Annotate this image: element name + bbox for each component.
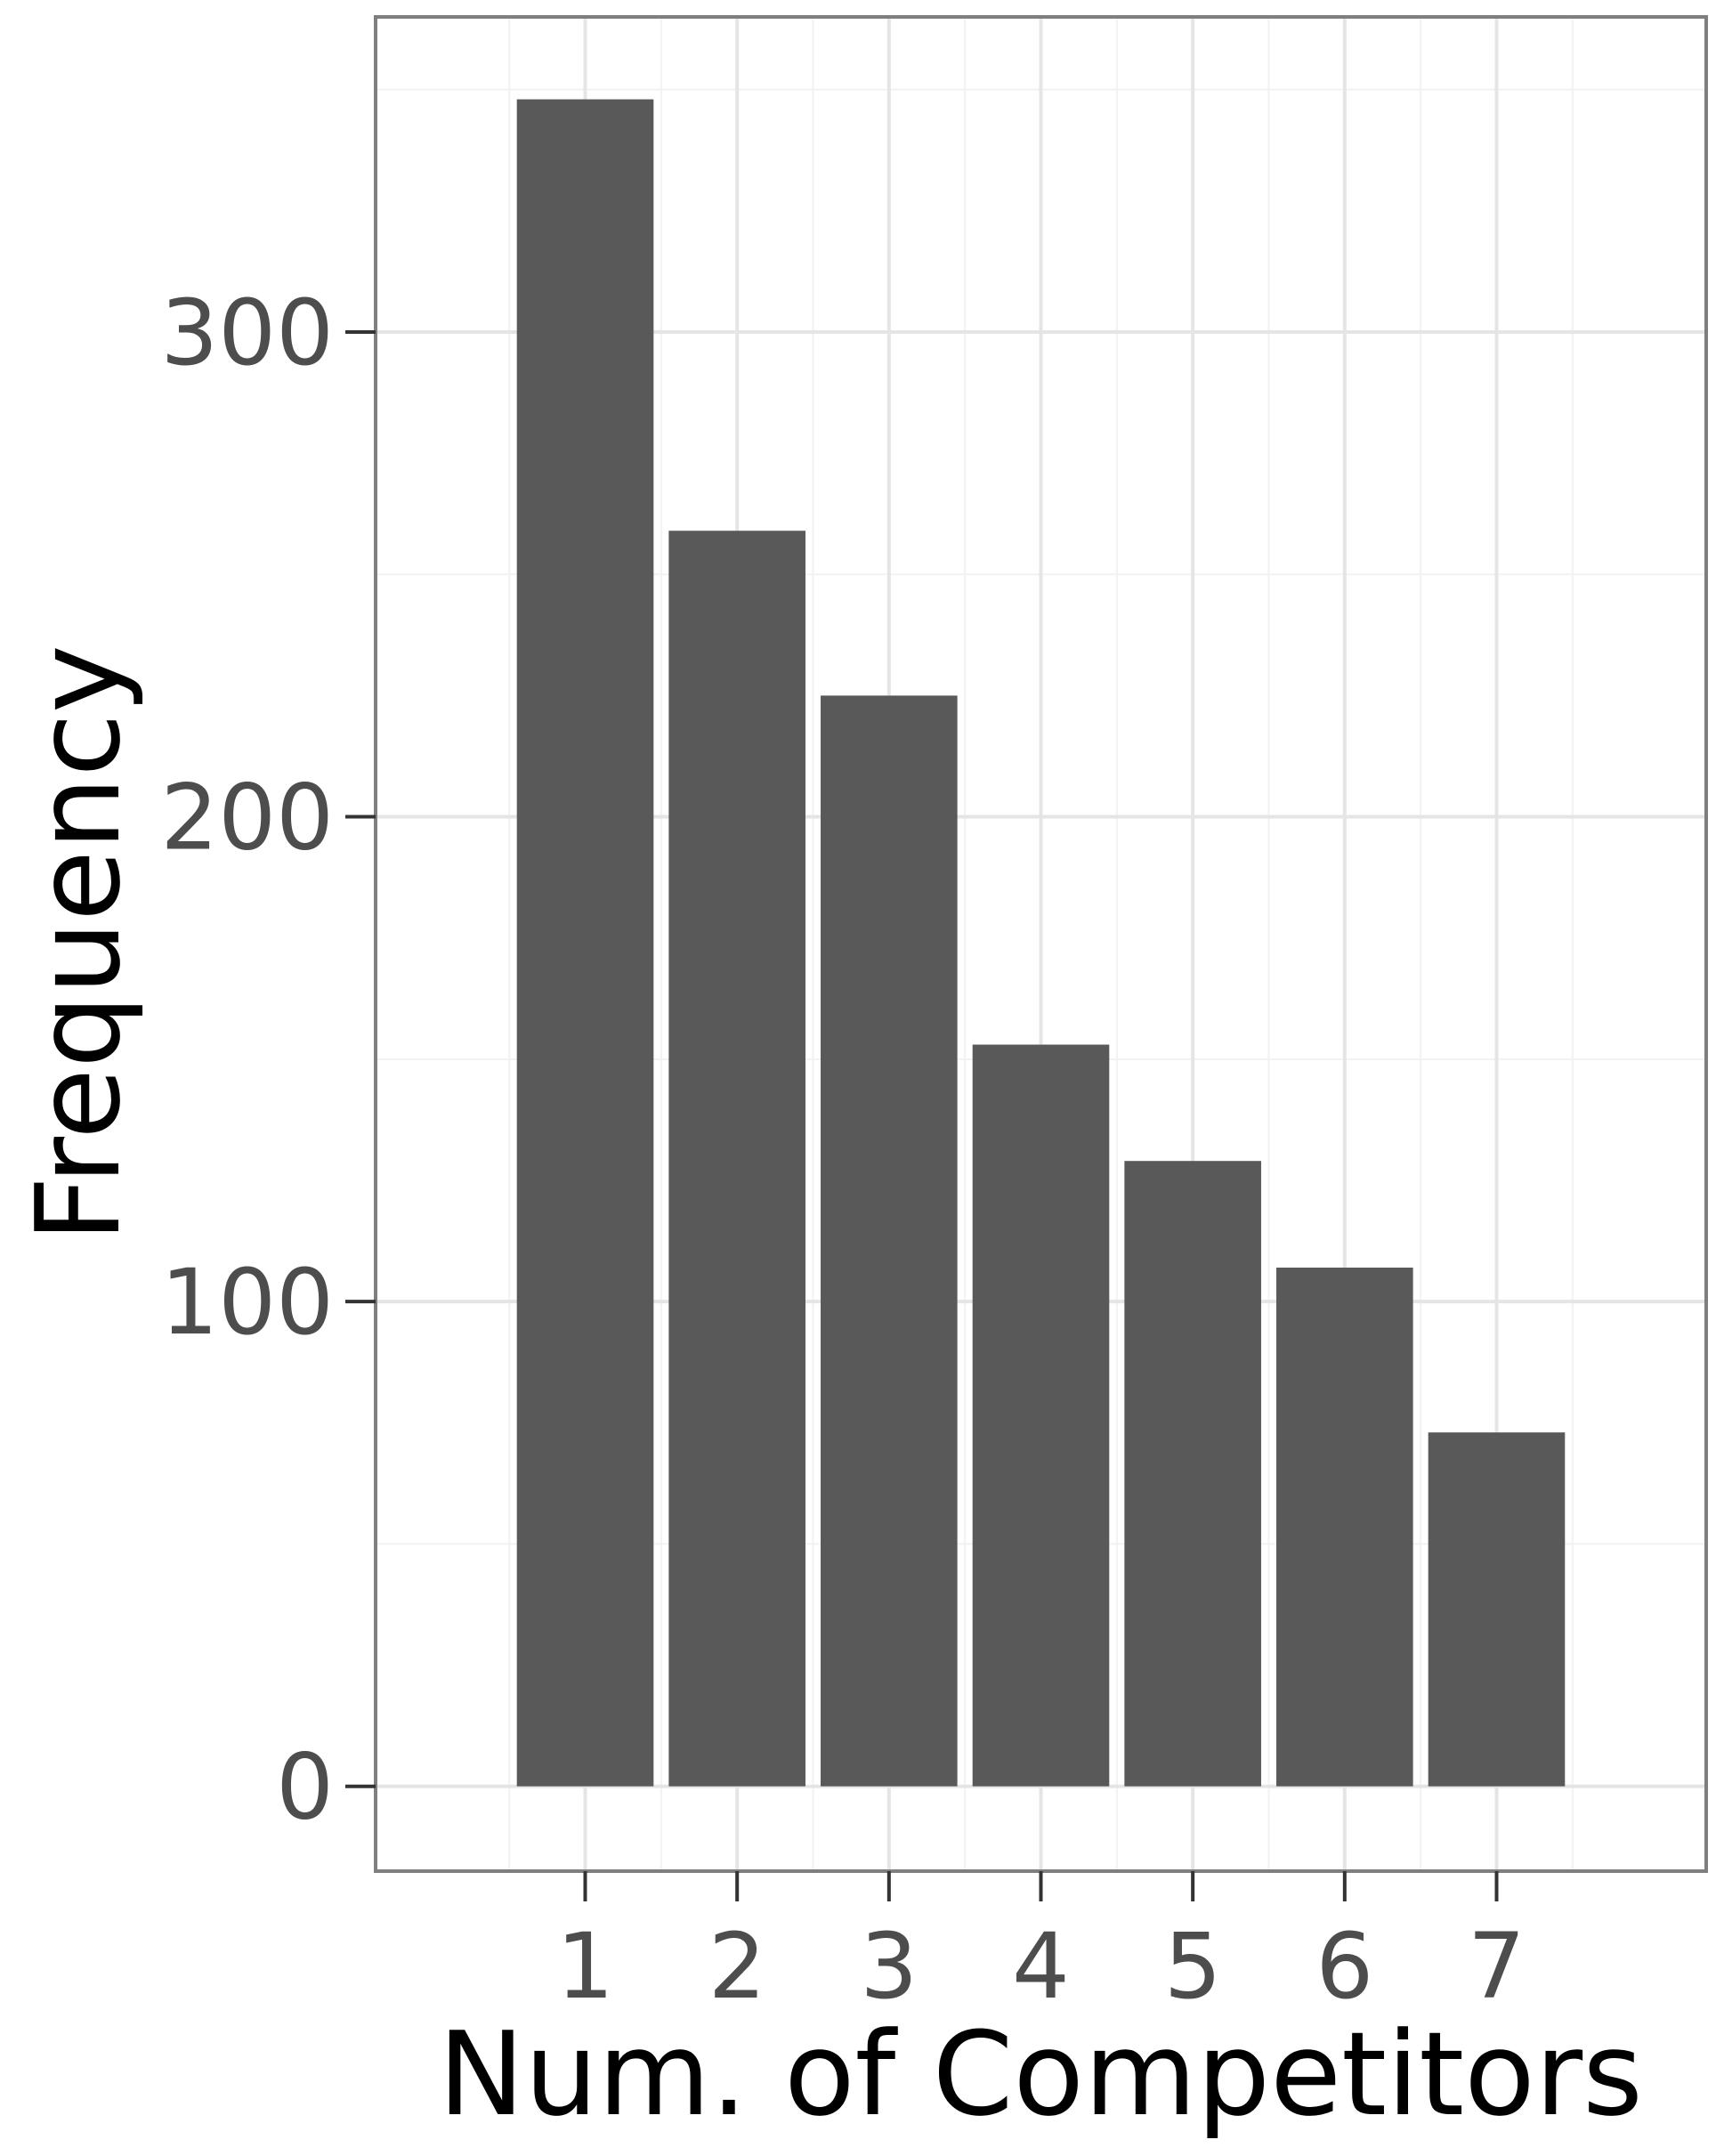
y-axis-title: Frequency: [11, 644, 146, 1243]
y-tick-label: 100: [160, 1250, 334, 1356]
x-tick-label: 7: [1468, 1914, 1526, 2020]
bar-3: [821, 695, 958, 1787]
bar-1: [516, 99, 654, 1787]
x-tick-label: 5: [1164, 1914, 1222, 2020]
x-tick-label: 6: [1315, 1914, 1373, 2020]
y-tick-label: 200: [160, 766, 334, 871]
bar-6: [1276, 1268, 1413, 1787]
x-tick-label: 2: [708, 1914, 766, 2020]
x-tick-label: 3: [860, 1914, 918, 2020]
bar-4: [972, 1044, 1110, 1787]
x-axis-title: Num. of Competitors: [438, 2006, 1643, 2142]
y-tick-label: 300: [160, 280, 334, 386]
bar-2: [668, 531, 805, 1787]
bars: [516, 99, 1566, 1787]
y-axis-ticks: 0 100 200 300: [160, 280, 376, 1841]
x-tick-label: 4: [1012, 1914, 1070, 2020]
y-tick-label: 0: [276, 1735, 334, 1841]
x-tick-label: 1: [556, 1914, 614, 2020]
bar-7: [1428, 1432, 1566, 1787]
bar-5: [1124, 1161, 1261, 1787]
